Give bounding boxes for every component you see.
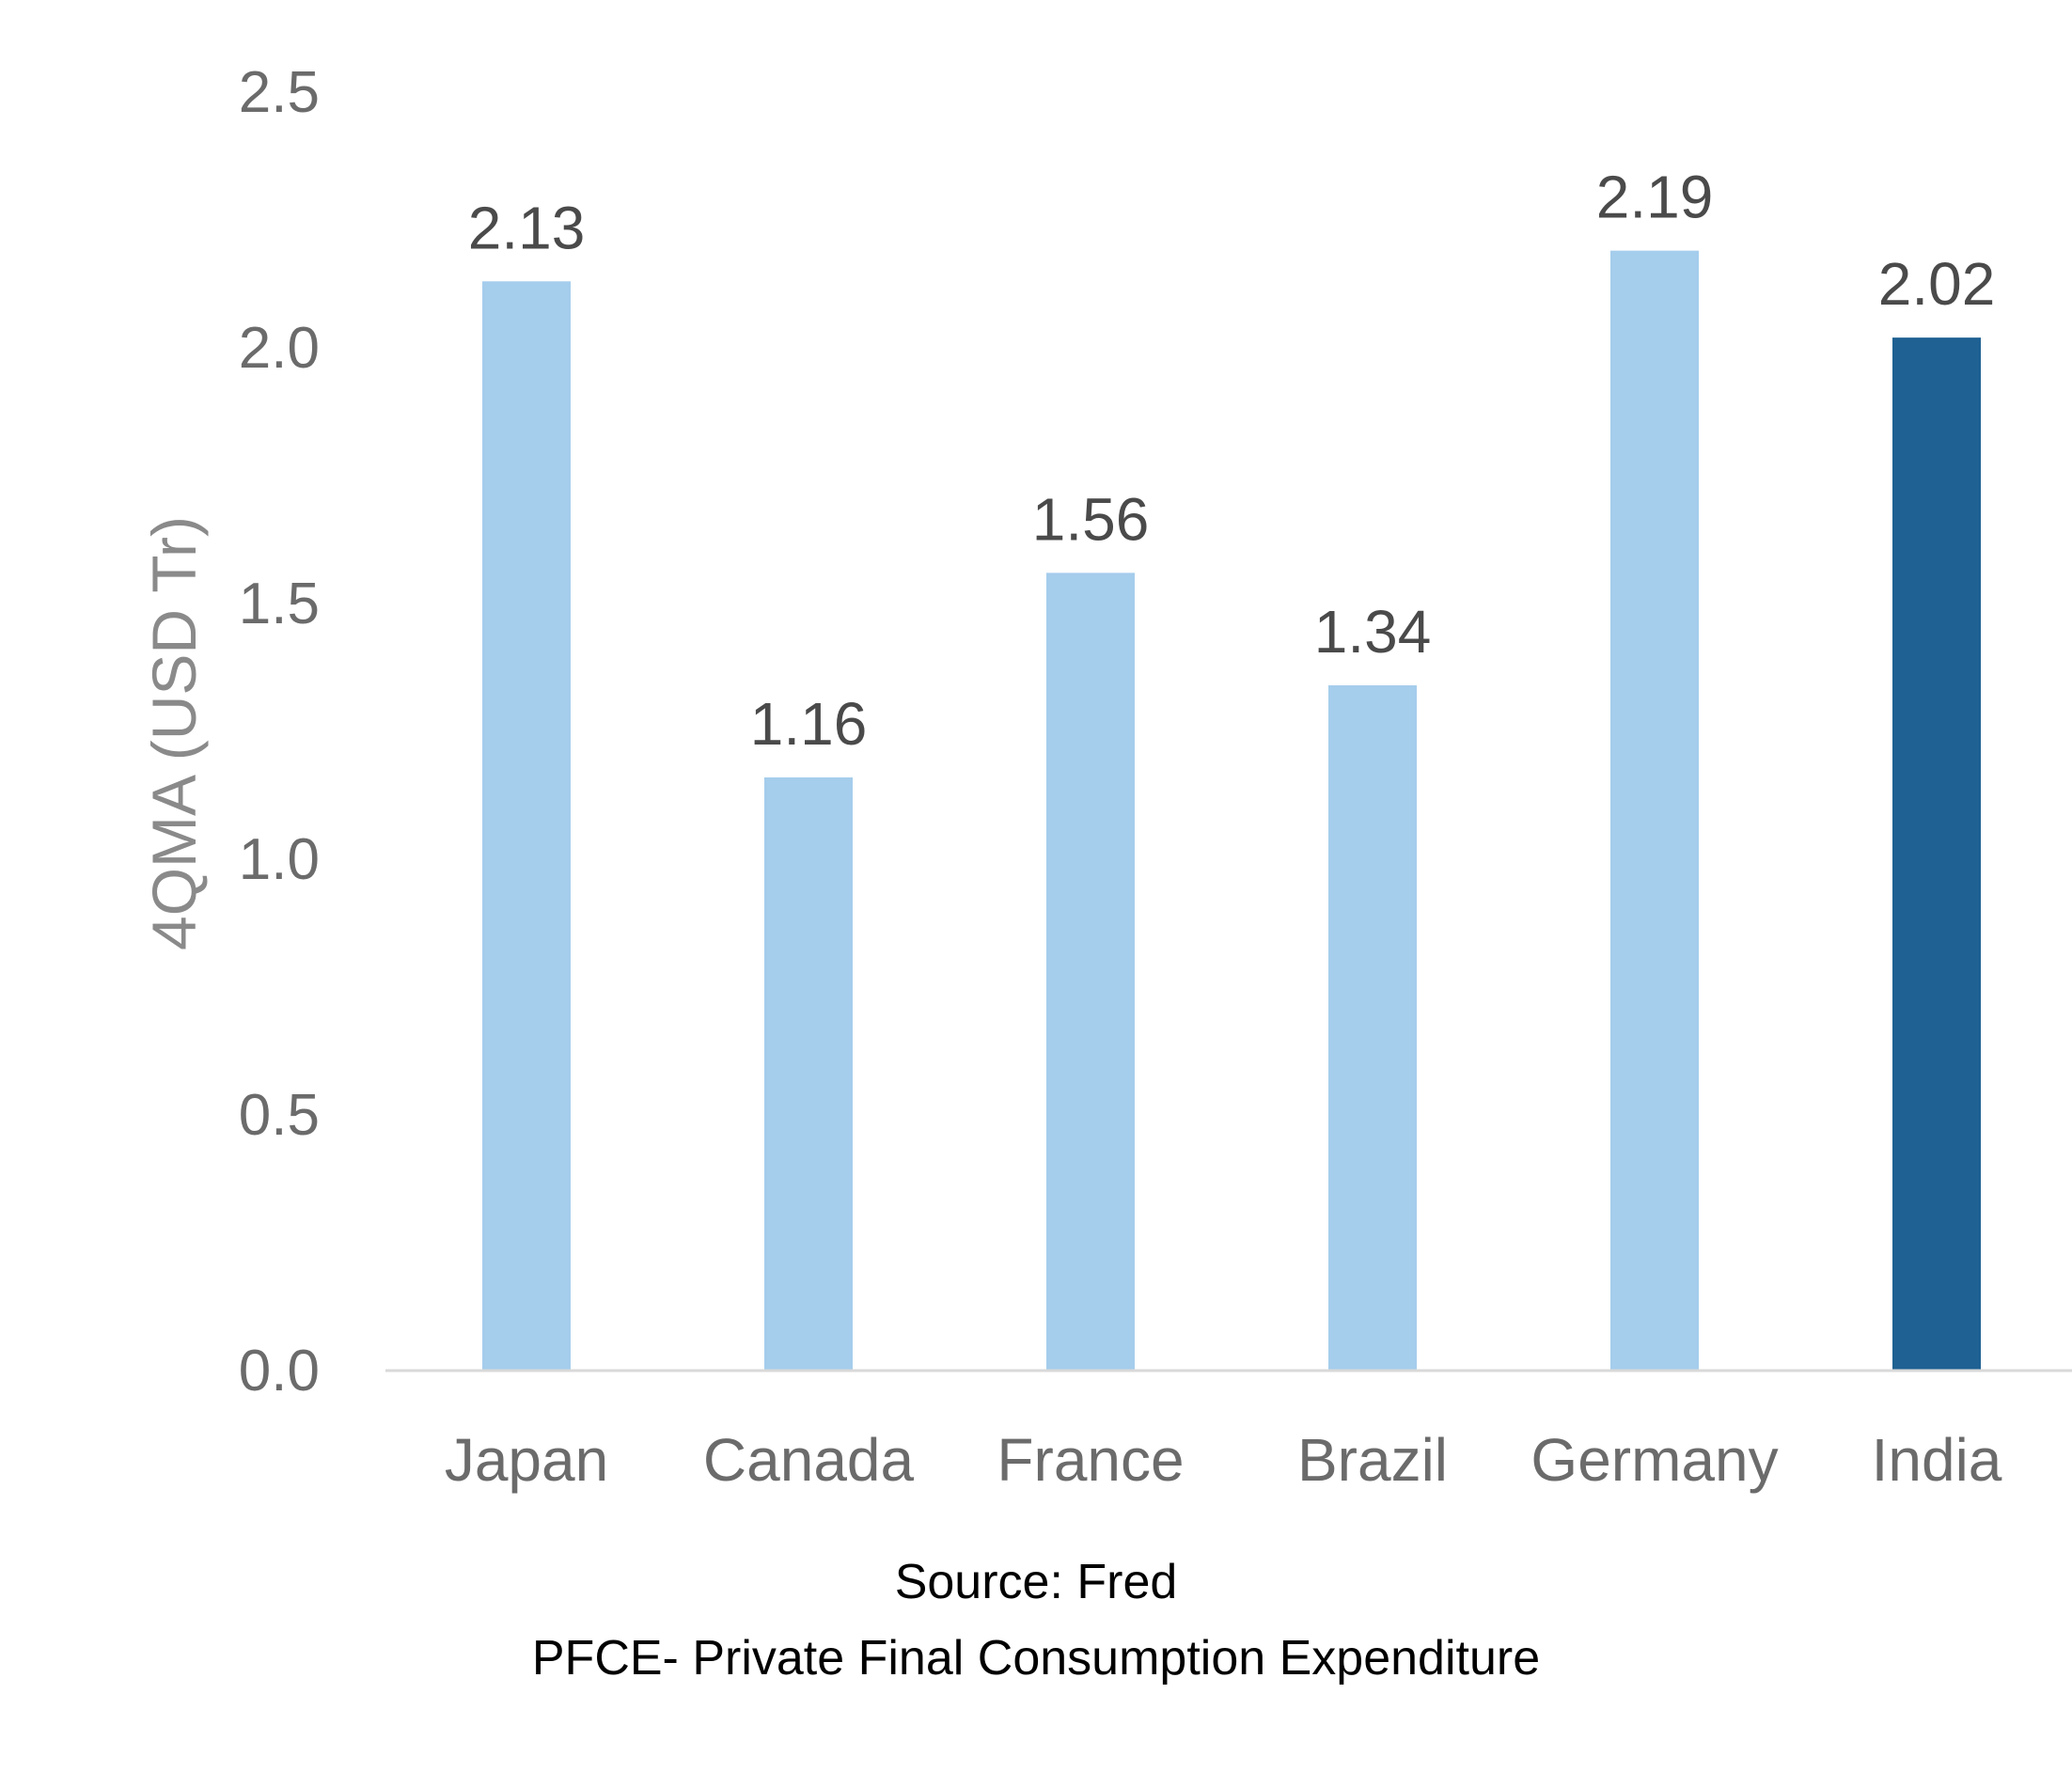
bar-canada	[764, 776, 853, 1371]
bar-france	[1046, 572, 1135, 1371]
pfce-definition-note: PFCE- Private Final Consumption Expendit…	[531, 1631, 1541, 1686]
bar-germany	[1610, 250, 1699, 1371]
x-tick-label-germany: Germany	[1530, 1426, 1778, 1494]
y-axis-title: 4QMA (USD Tr)	[139, 516, 209, 950]
y-tick-label: 1.5	[239, 572, 320, 636]
y-tick-label: 0.0	[239, 1339, 320, 1403]
value-label-brazil: 1.34	[1314, 598, 1432, 666]
bar-brazil	[1328, 685, 1417, 1371]
bars	[482, 250, 1981, 1371]
y-tick-label: 0.5	[239, 1083, 320, 1148]
bar-india	[1892, 337, 1981, 1371]
x-tick-label-canada: Canada	[703, 1426, 915, 1494]
x-tick-label-india: India	[1872, 1426, 2002, 1494]
x-tick-label-france: France	[997, 1426, 1184, 1494]
y-tick-label: 1.0	[239, 827, 320, 892]
y-tick-label: 2.0	[239, 316, 320, 381]
value-label-canada: 1.16	[750, 690, 868, 758]
x-axis-ticks: Japan Canada France Brazil Germany India	[445, 1426, 2002, 1494]
y-tick-label: 2.5	[239, 60, 320, 125]
y-axis-ticks: 0.0 0.5 1.0 1.5 2.0 2.5	[239, 60, 320, 1403]
value-label-france: 1.56	[1032, 485, 1150, 553]
value-label-india: 2.02	[1878, 250, 1996, 318]
value-label-germany: 2.19	[1596, 164, 1714, 231]
source-note: Source: Fred	[894, 1555, 1178, 1609]
value-labels: 2.13 1.16 1.56 1.34 2.19 2.02	[468, 164, 1996, 758]
x-tick-label-brazil: Brazil	[1297, 1426, 1448, 1494]
bar-japan	[482, 281, 571, 1371]
x-tick-label-japan: Japan	[445, 1426, 608, 1494]
y-axis-title-group: 4QMA (USD Tr)	[139, 516, 209, 950]
value-label-japan: 2.13	[468, 194, 586, 261]
